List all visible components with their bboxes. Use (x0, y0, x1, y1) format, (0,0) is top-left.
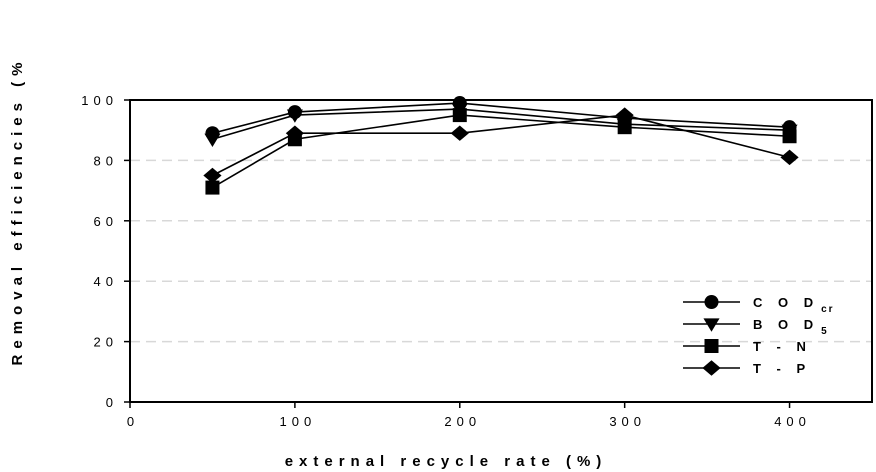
legend-marker (704, 295, 719, 309)
legend-label: C O D (753, 295, 819, 310)
legend-item: T - P (683, 360, 811, 376)
y-tick-label: 60 (94, 214, 118, 229)
y-tick-label: 20 (94, 335, 118, 350)
y-axis-label: Removal efficiencies (% (9, 57, 26, 366)
y-tick-label: 0 (106, 395, 118, 410)
y-tick-label: 100 (81, 93, 118, 108)
data-point (204, 133, 221, 147)
data-point (452, 108, 467, 123)
legend-marker (703, 318, 720, 332)
gridlines (130, 159, 872, 343)
legend-label: T - N (753, 339, 812, 354)
legend-label-subscript: cr (821, 304, 834, 315)
data-series (203, 96, 799, 195)
y-tick-label: 40 (94, 274, 118, 289)
data-point (205, 180, 220, 195)
legend-marker (704, 339, 719, 353)
data-point (617, 120, 632, 135)
x-axis-label: external recycle rate (%) (285, 453, 608, 470)
data-point (203, 167, 222, 184)
legend-item: T - N (683, 339, 812, 354)
data-point (450, 125, 469, 141)
axis-ticks: 0 20 40 60 80 100 0 100 200 300 400 (81, 93, 811, 429)
legend-marker (702, 360, 721, 376)
y-tick-label: 80 (94, 153, 118, 168)
data-point (285, 125, 304, 141)
legend-label: T - P (753, 361, 811, 376)
data-point (286, 109, 303, 123)
series-line (212, 114, 790, 189)
legend-label-subscript: 5 (821, 326, 829, 337)
legend-label: B O D (753, 317, 819, 332)
x-tick-label: 0 (127, 414, 139, 429)
x-tick-label: 400 (774, 414, 811, 429)
data-point (782, 129, 797, 144)
series-t-p (203, 107, 799, 184)
x-tick-label: 100 (280, 414, 317, 429)
x-tick-label: 200 (444, 414, 481, 429)
data-point (615, 107, 634, 123)
data-point (780, 149, 799, 166)
plot-frame (129, 99, 873, 403)
x-tick-label: 300 (609, 414, 646, 429)
